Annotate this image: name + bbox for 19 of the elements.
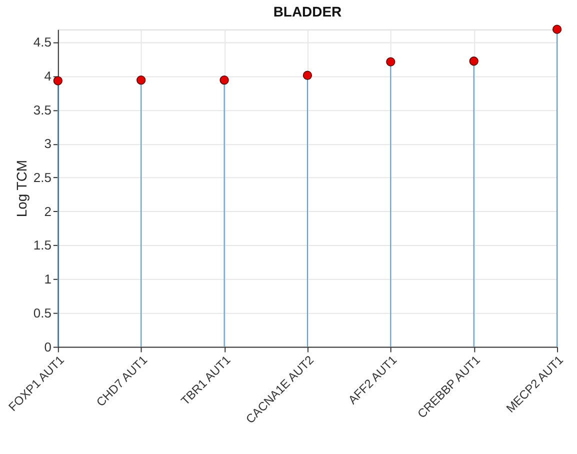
point (53, 76, 62, 86)
y-tick-label: 1 (44, 272, 52, 287)
point (302, 70, 312, 80)
y-tick-label: 4.5 (33, 34, 52, 50)
point (552, 24, 562, 34)
y-tick-label: 2.5 (33, 170, 52, 186)
y-tick-label: 3 (44, 136, 52, 152)
y-tick-label: 0 (44, 339, 52, 354)
y-tick-label: 0.5 (33, 305, 52, 320)
y-tick-label: 4 (44, 68, 52, 84)
chart-title: BLADDER (273, 4, 342, 20)
point (136, 76, 146, 85)
y-tick-label: 2 (44, 204, 52, 219)
y-axis-title: Log TCM (13, 160, 30, 218)
point (220, 76, 229, 85)
point (386, 57, 396, 66)
y-tick-label: 1.5 (33, 238, 52, 253)
point (469, 56, 478, 66)
y-tick-label: 3.5 (33, 102, 52, 118)
